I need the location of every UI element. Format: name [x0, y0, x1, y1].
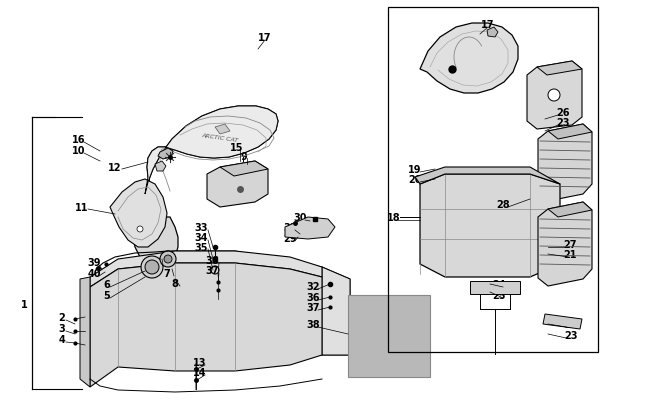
Polygon shape — [168, 252, 350, 355]
Polygon shape — [207, 162, 268, 207]
Polygon shape — [90, 252, 322, 287]
Text: 24: 24 — [492, 279, 506, 289]
Text: 2: 2 — [58, 312, 66, 322]
Polygon shape — [285, 217, 335, 239]
Text: 12: 12 — [109, 162, 122, 173]
Polygon shape — [415, 168, 560, 185]
Circle shape — [160, 252, 176, 267]
Text: 26: 26 — [556, 108, 570, 118]
Text: 13: 13 — [193, 357, 207, 367]
Text: ARCTIC CAT: ARCTIC CAT — [202, 132, 239, 143]
Circle shape — [548, 90, 560, 102]
Text: 37: 37 — [306, 302, 320, 312]
Polygon shape — [110, 179, 167, 247]
Text: 5: 5 — [103, 290, 111, 300]
Text: 37: 37 — [205, 265, 219, 275]
Polygon shape — [348, 295, 430, 377]
Polygon shape — [215, 125, 230, 135]
Circle shape — [137, 226, 143, 232]
Text: 32: 32 — [306, 281, 320, 291]
Text: 33: 33 — [194, 222, 208, 232]
Bar — [388, 8, 598, 352]
Polygon shape — [158, 149, 173, 160]
Text: 4: 4 — [58, 334, 66, 344]
Text: 31: 31 — [283, 222, 297, 232]
Text: 17: 17 — [481, 20, 495, 30]
Text: 1: 1 — [21, 299, 27, 309]
Circle shape — [145, 260, 159, 274]
Polygon shape — [537, 62, 582, 76]
Text: 18: 18 — [387, 213, 401, 222]
Text: 35: 35 — [194, 243, 208, 252]
Polygon shape — [155, 162, 166, 172]
Text: 9: 9 — [240, 151, 248, 162]
Text: 19: 19 — [408, 164, 422, 175]
Text: 38: 38 — [306, 319, 320, 329]
Text: 34: 34 — [194, 232, 208, 243]
Text: 22: 22 — [564, 319, 578, 329]
Text: 23: 23 — [564, 330, 578, 340]
Text: 40: 40 — [87, 269, 101, 278]
Text: 28: 28 — [496, 200, 510, 209]
Text: 27: 27 — [564, 239, 577, 249]
Polygon shape — [538, 125, 592, 202]
Polygon shape — [543, 314, 582, 329]
Polygon shape — [322, 267, 350, 355]
Polygon shape — [470, 281, 520, 294]
Polygon shape — [548, 125, 592, 140]
Text: 21: 21 — [564, 249, 577, 259]
Text: 16: 16 — [72, 135, 86, 145]
Text: 36: 36 — [205, 256, 219, 265]
Text: 11: 11 — [75, 202, 89, 213]
Text: 25: 25 — [492, 290, 506, 300]
Polygon shape — [133, 107, 278, 267]
Text: 6: 6 — [103, 279, 111, 289]
Text: 20: 20 — [408, 175, 422, 185]
Polygon shape — [487, 28, 498, 38]
Polygon shape — [80, 277, 90, 387]
Text: 30: 30 — [293, 213, 307, 222]
Polygon shape — [420, 175, 560, 277]
Text: 10: 10 — [72, 146, 86, 156]
Polygon shape — [538, 202, 592, 286]
Text: 17: 17 — [258, 33, 272, 43]
Text: 7: 7 — [164, 269, 170, 278]
Polygon shape — [145, 107, 278, 194]
Polygon shape — [548, 202, 592, 217]
Circle shape — [141, 256, 163, 278]
Polygon shape — [527, 62, 582, 130]
Text: 3: 3 — [58, 323, 66, 333]
Polygon shape — [420, 24, 518, 94]
Text: 41: 41 — [150, 257, 164, 267]
Circle shape — [164, 256, 172, 263]
Text: 15: 15 — [230, 143, 244, 153]
Text: 36: 36 — [306, 292, 320, 302]
Text: 14: 14 — [193, 367, 207, 377]
Polygon shape — [220, 162, 268, 177]
Text: 8: 8 — [172, 278, 179, 288]
Text: 23: 23 — [556, 118, 570, 128]
Polygon shape — [90, 263, 322, 387]
Text: 29: 29 — [283, 233, 297, 243]
Text: 39: 39 — [87, 257, 101, 267]
